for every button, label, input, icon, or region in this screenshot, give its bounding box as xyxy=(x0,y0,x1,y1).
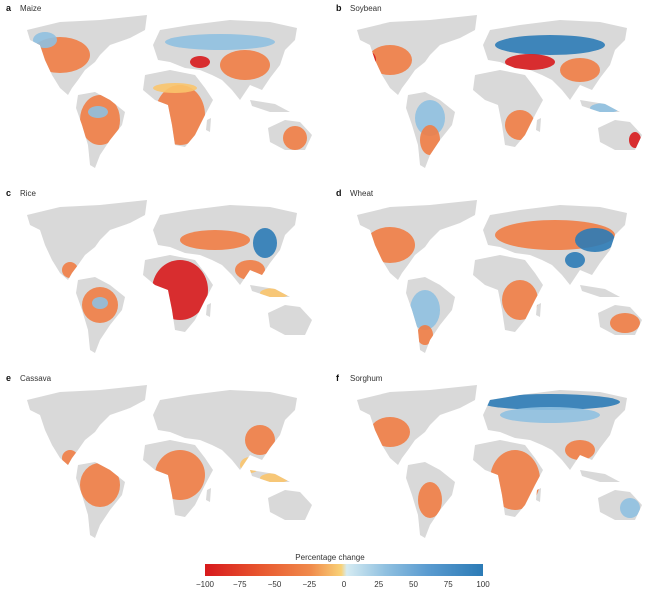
yield-change-region xyxy=(415,100,445,136)
land-mass xyxy=(250,100,290,112)
yield-change-region xyxy=(88,106,108,118)
yield-change-region xyxy=(155,450,205,500)
colorbar-tick: 50 xyxy=(409,580,418,589)
panel-title: Cassava xyxy=(20,374,52,383)
panel-title: Maize xyxy=(20,4,42,13)
colorbar-tick: 0 xyxy=(341,580,347,589)
yield-change-region xyxy=(62,450,78,466)
yield-change-region xyxy=(152,260,208,320)
map-panel-maize: a Maize xyxy=(0,0,330,185)
land-mass xyxy=(27,385,147,465)
colorbar xyxy=(205,564,483,576)
panel-letter: b xyxy=(336,3,342,13)
colorbar-tick: 75 xyxy=(443,580,453,589)
land-mass xyxy=(536,303,541,317)
yield-change-region xyxy=(620,498,640,518)
world-map xyxy=(357,200,642,353)
yield-change-region xyxy=(418,482,442,518)
yield-change-region xyxy=(560,58,600,82)
land-mass xyxy=(580,470,620,482)
yield-change-region xyxy=(62,262,78,278)
world-map xyxy=(357,385,642,538)
yield-change-region xyxy=(368,45,412,75)
yield-change-region xyxy=(220,50,270,80)
yield-change-region xyxy=(190,56,210,68)
world-map xyxy=(357,15,642,168)
yield-change-region xyxy=(155,85,205,145)
yield-change-region xyxy=(575,228,615,252)
panel-title: Rice xyxy=(20,189,37,198)
yield-change-region xyxy=(565,440,595,460)
yield-change-region xyxy=(240,457,260,473)
yield-change-region xyxy=(365,227,415,263)
yield-change-region xyxy=(410,290,440,330)
yield-change-region xyxy=(500,407,600,423)
yield-change-region xyxy=(480,394,620,410)
yield-change-region xyxy=(565,252,585,268)
map-panel-wheat: d Wheat xyxy=(330,185,660,370)
panel-letter: f xyxy=(336,373,339,383)
panel-letter: d xyxy=(336,188,342,198)
yield-change-region xyxy=(629,132,641,148)
world-map xyxy=(27,200,312,353)
yield-change-region xyxy=(505,54,555,70)
yield-change-region xyxy=(260,288,290,298)
yield-change-region xyxy=(33,32,57,48)
world-map xyxy=(27,15,312,168)
yield-change-region xyxy=(505,110,535,140)
land-mass xyxy=(206,303,211,317)
yield-change-region xyxy=(370,417,410,447)
yield-change-region xyxy=(364,52,376,68)
land-mass xyxy=(473,70,543,147)
yield-change-region xyxy=(502,280,538,320)
land-mass xyxy=(580,285,620,297)
land-mass xyxy=(268,305,312,335)
colorbar-tick: −100 xyxy=(195,580,215,589)
colorbar-tick: −75 xyxy=(232,580,247,589)
land-mass xyxy=(206,488,211,502)
yield-change-region xyxy=(495,35,605,55)
world-map xyxy=(27,385,312,538)
colorbar-tick: −50 xyxy=(267,580,282,589)
land-mass xyxy=(206,118,211,132)
yield-change-region xyxy=(80,95,120,145)
yield-change-region xyxy=(253,228,277,258)
yield-change-region xyxy=(490,450,540,510)
yield-change-region xyxy=(235,260,265,280)
land-mass xyxy=(268,490,312,520)
yield-change-region xyxy=(590,103,620,113)
panel-title: Wheat xyxy=(350,189,374,198)
yield-change-region xyxy=(420,125,440,155)
panel-letter: e xyxy=(6,373,12,383)
panel-letter: c xyxy=(6,188,12,198)
land-mass xyxy=(357,15,477,95)
map-panel-soybean: b Soybean xyxy=(330,0,660,185)
colorbar-tick: 25 xyxy=(374,580,384,589)
land-mass xyxy=(27,200,147,280)
yield-change-region xyxy=(153,83,197,93)
panel-letter: a xyxy=(6,3,12,13)
yield-change-region xyxy=(180,230,250,250)
colorbar-title: Percentage change xyxy=(295,553,365,562)
panel-title: Sorghum xyxy=(350,374,383,383)
yield-change-region xyxy=(260,473,290,483)
colorbar-tick: −25 xyxy=(302,580,317,589)
yield-change-region xyxy=(417,325,433,345)
yield-change-region xyxy=(165,34,275,50)
land-mass xyxy=(536,118,541,132)
yield-change-region xyxy=(610,313,640,333)
map-panel-rice: c Rice xyxy=(0,185,330,370)
yield-change-region xyxy=(245,425,275,455)
colorbar-tick: 100 xyxy=(476,580,490,589)
panel-title: Soybean xyxy=(350,4,382,13)
map-panel-sorghum: f Sorghum xyxy=(330,370,660,555)
yield-change-region xyxy=(283,126,307,150)
map-panel-cassava: e Cassava xyxy=(0,370,330,555)
yield-change-region xyxy=(92,297,108,309)
yield-change-region xyxy=(80,463,120,507)
